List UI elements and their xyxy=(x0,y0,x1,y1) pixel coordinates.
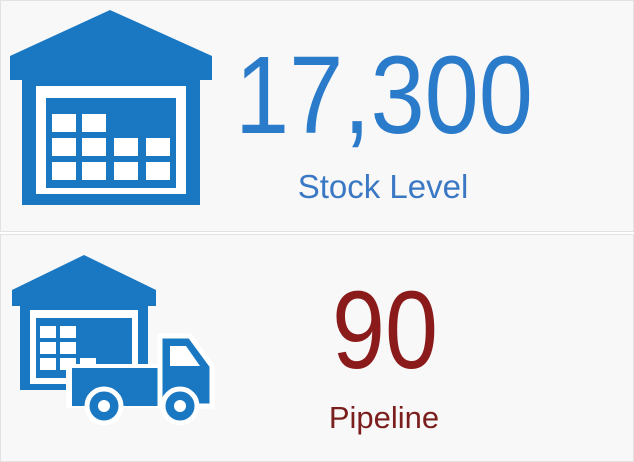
pipeline-icon xyxy=(12,255,215,426)
kpi-label: Stock Level xyxy=(298,168,469,205)
kpi-label: Pipeline xyxy=(329,400,439,435)
kpi-value: 90 xyxy=(332,269,438,392)
kpi-value: 17,300 xyxy=(235,34,533,157)
warehouse-icon xyxy=(10,10,212,205)
